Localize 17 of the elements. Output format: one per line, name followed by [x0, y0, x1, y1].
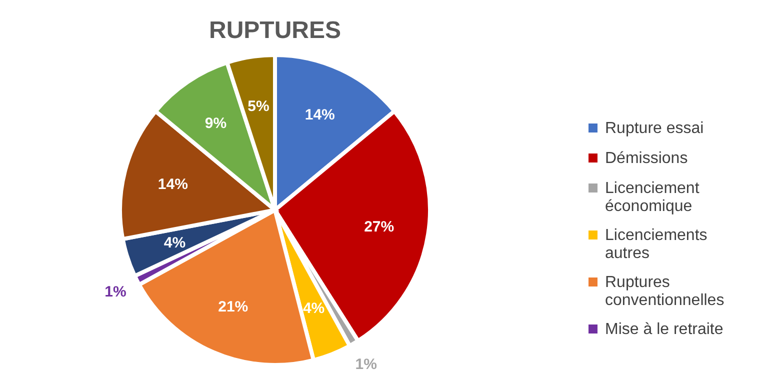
data-label: 4%: [302, 300, 325, 317]
data-label: 4%: [164, 234, 186, 252]
legend-label: Mise à le retraite: [605, 321, 724, 338]
data-label: 1%: [355, 356, 377, 374]
chart-title: RUPTURES: [208, 17, 342, 44]
data-label: 1%: [104, 283, 126, 300]
legend-label: Licenciements autres: [605, 227, 708, 262]
data-label: 5%: [248, 98, 270, 115]
data-label: 27%: [364, 218, 394, 236]
data-label: 14%: [304, 106, 335, 124]
legend-label: Licenciement économique: [605, 180, 700, 215]
legend-label: Ruptures conventionnelles: [605, 274, 724, 309]
legend-label: Démissions: [605, 150, 688, 167]
data-label: 21%: [218, 298, 248, 316]
data-label: 9%: [204, 114, 227, 132]
legend-label: Rupture essai: [605, 120, 704, 137]
data-label: 14%: [158, 176, 188, 193]
